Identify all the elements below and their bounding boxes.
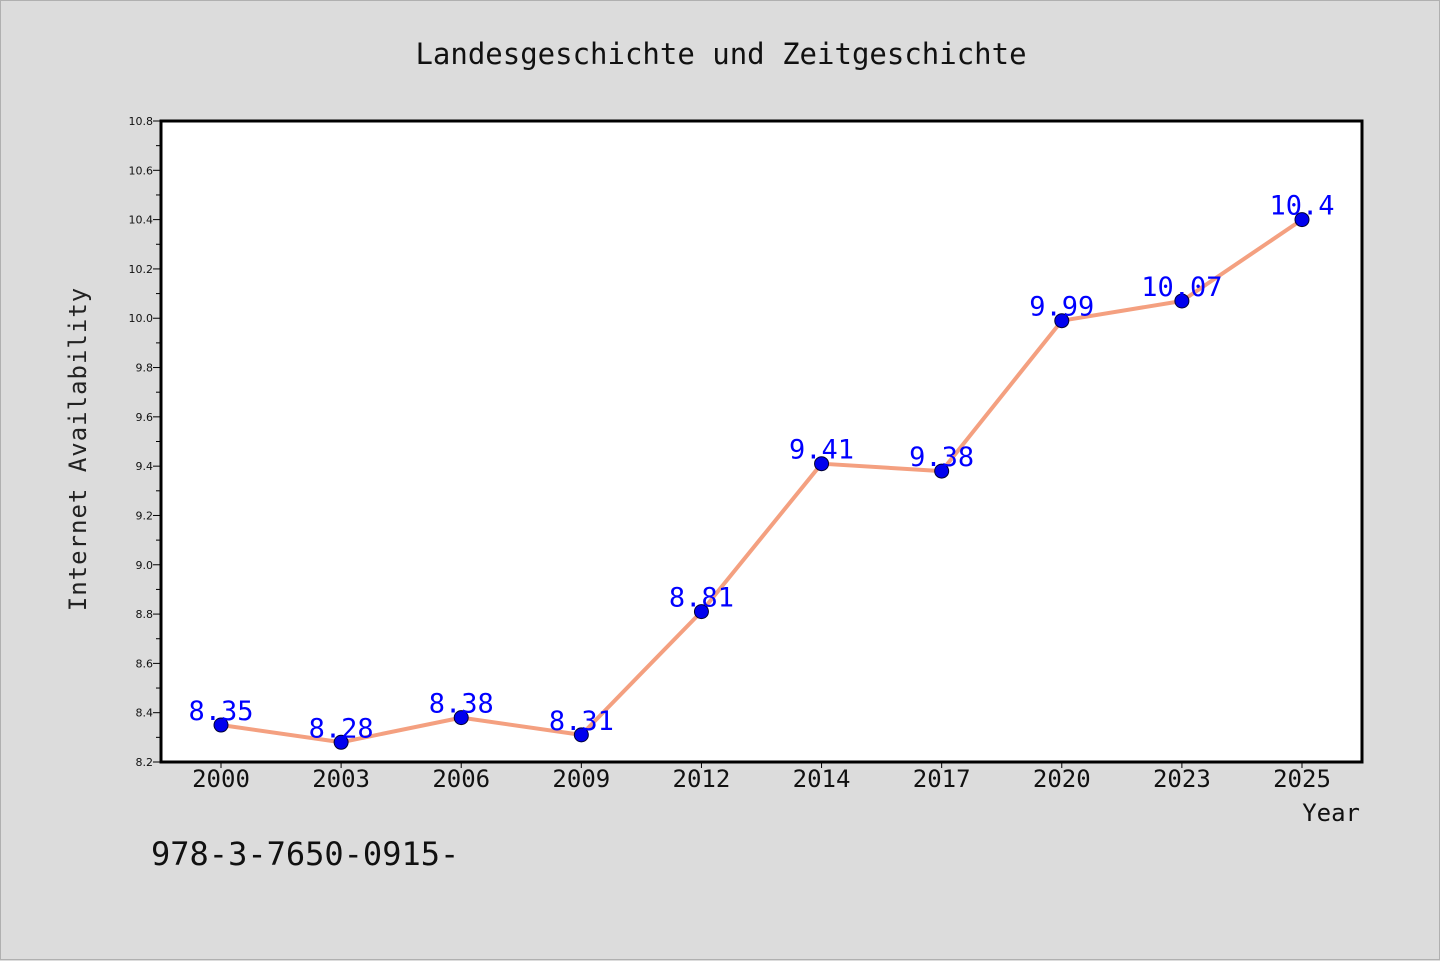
- x-tick-label: 2020: [1033, 765, 1091, 793]
- data-label: 8.38: [429, 689, 494, 720]
- y-tick-label: 10.2: [129, 263, 154, 276]
- data-label: 8.28: [309, 713, 374, 744]
- series-line: [219, 217, 1304, 745]
- x-axis: 2000 2003 2006 2009 2012 2014 2017 2020 2023 2025: [192, 762, 1331, 793]
- data-label: 10.07: [1141, 272, 1222, 303]
- data-point: [1054, 313, 1070, 329]
- y-tick-label: 8.6: [136, 657, 154, 670]
- y-tick-label: 10.6: [129, 164, 154, 177]
- y-tick-label: 10.0: [129, 312, 154, 325]
- data-label: 9.38: [909, 442, 974, 473]
- data-label: 8.31: [549, 706, 614, 737]
- data-point: [573, 727, 589, 743]
- data-label: 8.35: [188, 696, 253, 727]
- x-tick-label: 2009: [552, 765, 610, 793]
- y-tick-label: 9.2: [136, 509, 154, 522]
- x-axis-label: Year: [1302, 799, 1360, 827]
- y-tick-label: 9.4: [136, 460, 154, 473]
- plot-area: [159, 119, 1364, 764]
- chart-title: Landesgeschichte und Zeitgeschichte: [415, 37, 1026, 71]
- data-label: 10.4: [1269, 191, 1334, 222]
- x-tick-label: 2023: [1153, 765, 1211, 793]
- y-tick-label: 8.8: [136, 608, 154, 621]
- data-point: [213, 717, 229, 733]
- data-point: [693, 604, 709, 620]
- y-tick-label: 8.4: [136, 707, 154, 720]
- x-tick-label: 2012: [673, 765, 731, 793]
- isbn-footer: 978-3-7650-0915-: [151, 835, 459, 873]
- y-tick-label: 9.6: [136, 411, 154, 424]
- series-layer: 8.35 8.28 8.38 8.31 8.81 9.41 9.38 9.99 10.07 10.…: [188, 191, 1335, 750]
- x-tick-label: 2000: [192, 765, 250, 793]
- x-tick-label: 2014: [793, 765, 851, 793]
- data-label: 9.41: [789, 435, 854, 466]
- y-tick-label: 9.0: [136, 559, 154, 572]
- x-tick-label: 2003: [312, 765, 370, 793]
- y-tick-label: 10.4: [129, 214, 154, 227]
- y-tick-label: 8.2: [136, 756, 154, 769]
- data-point: [453, 710, 469, 726]
- x-tick-label: 2025: [1273, 765, 1331, 793]
- data-point: [934, 463, 950, 479]
- data-point: [1294, 212, 1310, 228]
- y-axis-label: Internet Availability: [64, 287, 92, 611]
- x-tick-label: 2017: [913, 765, 971, 793]
- data-label: 8.81: [669, 583, 734, 614]
- y-tick-label: 9.8: [136, 362, 154, 375]
- data-label: 9.99: [1029, 292, 1094, 323]
- y-tick-label: 10.8: [129, 115, 154, 128]
- y-axis: 8.2 8.4 8.6 8.8 9.0 9.2 9.4 9.6 9.8 10.0 10.2 10.4 1…: [129, 115, 161, 769]
- data-point: [333, 734, 349, 750]
- data-point: [814, 456, 830, 472]
- data-point: [1174, 293, 1190, 309]
- x-tick-label: 2006: [432, 765, 490, 793]
